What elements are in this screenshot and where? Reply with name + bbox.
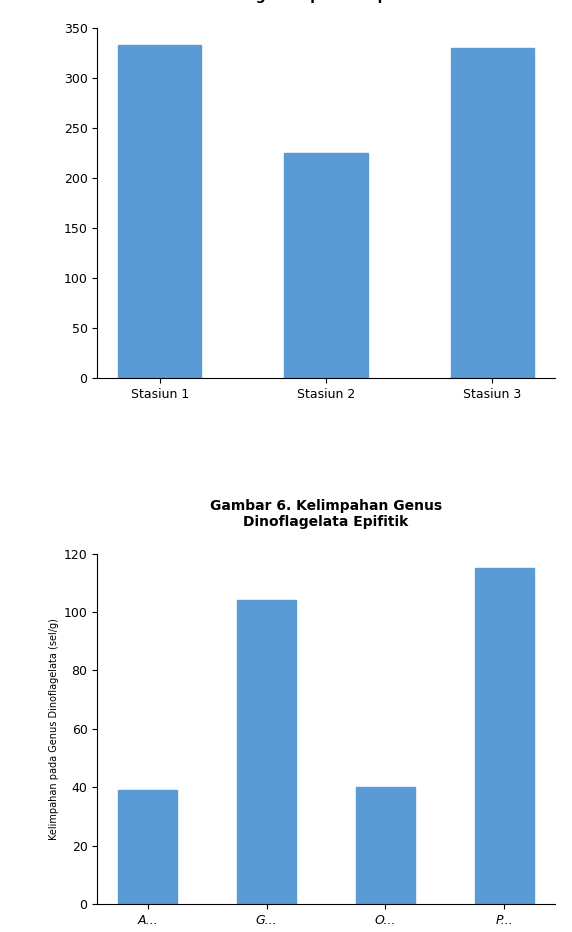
Title: Gambar 6. Kelimpahan Genus
Dinoflagelata Epifitik: Gambar 6. Kelimpahan Genus Dinoflagelata…: [210, 499, 442, 528]
Y-axis label: Kelimpahan pada Genus Dinoflagelata (sel/g): Kelimpahan pada Genus Dinoflagelata (sel…: [49, 618, 59, 840]
Bar: [118, 790, 177, 904]
Bar: [237, 600, 296, 904]
Bar: [356, 788, 415, 904]
Bar: [475, 569, 534, 904]
Bar: [284, 153, 368, 378]
Bar: [118, 45, 201, 378]
Title: Gambar 4. Kelimpahan
Dinoflagelata pada Tiap Stasiun: Gambar 4. Kelimpahan Dinoflagelata pada …: [200, 0, 452, 3]
Bar: [451, 48, 534, 378]
